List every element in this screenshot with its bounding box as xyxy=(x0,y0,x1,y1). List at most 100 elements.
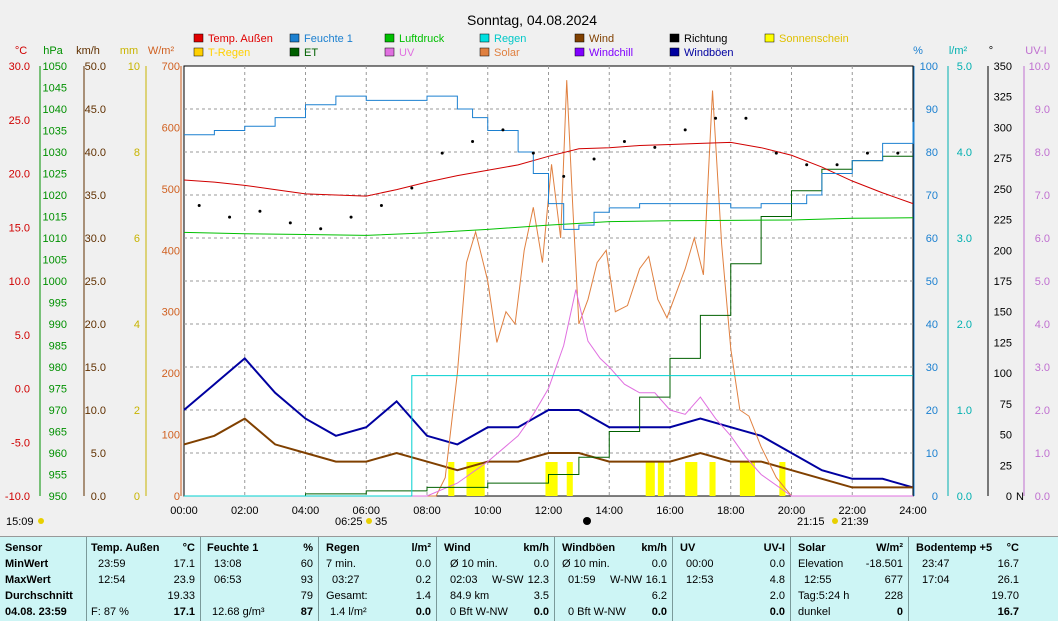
axis-pressure-tick-3: 1035 xyxy=(43,126,67,138)
col-uv: UV UV-I 00:00 0.0 12:53 4.8 2.0 0.0 xyxy=(672,537,790,621)
sunshine-block-4 xyxy=(645,462,655,496)
sunrise-time: 06:25 xyxy=(335,516,363,528)
axis-pressure-tick-6: 1020 xyxy=(43,190,67,202)
x-tick-12: 24:00 xyxy=(899,505,927,517)
boden-min-value: 16.7 xyxy=(997,558,1019,570)
axis-wind-tick-7: 15.0 xyxy=(85,362,106,374)
axis-humidity-tick-7: 30 xyxy=(926,362,938,374)
axis-uv-tick-3: 7.0 xyxy=(1035,190,1050,202)
direction-point-9 xyxy=(471,140,475,144)
solar-max-time: 12:55 xyxy=(804,574,832,586)
axis-solar-unit: W/m² xyxy=(148,45,175,57)
feuchte-min-time: 13:08 xyxy=(214,558,242,570)
axis-wind-tick-3: 35.0 xyxy=(85,190,106,202)
series-gusts xyxy=(183,357,914,489)
legend-swatch-12 xyxy=(669,47,680,57)
axis-temp-unit: °C xyxy=(15,45,27,57)
gusts-current-value: 0.0 xyxy=(651,606,667,618)
axis-humidity-tick-9: 10 xyxy=(926,448,938,460)
direction-point-6 xyxy=(379,203,383,207)
weather-chart: Sonntag, 04.08.2024 Temp. Außen Feuchte 1… xyxy=(4,12,1050,528)
col-sensor: Sensor MinWert MaxWert Durchschnitt 04.0… xyxy=(0,537,86,621)
regen-row3-label: Gesamt: xyxy=(326,590,368,602)
axis-pressure-tick-9: 1005 xyxy=(43,255,67,267)
axis-uv-tick-0: 10.0 xyxy=(1029,61,1050,73)
axis-pressure-tick-16: 970 xyxy=(49,405,67,417)
axis-humidity-tick-3: 70 xyxy=(926,190,938,202)
x-tick-7: 14:00 xyxy=(595,505,623,517)
sunrise-minutes: 35 xyxy=(375,516,387,528)
solar-day-label: Tag:5:24 h xyxy=(798,590,850,602)
col-feuchte: Feuchte 1 % 13:08 60 06:53 93 79 12.68 g… xyxy=(200,537,318,621)
legend-label-5: Richtung xyxy=(684,33,727,45)
boden-unit: °C xyxy=(1006,542,1019,554)
direction-point-0 xyxy=(197,203,201,207)
axis-temp-tick-8: -10.0 xyxy=(5,491,30,503)
wind-unit: km/h xyxy=(523,542,549,554)
legend-swatch-8 xyxy=(289,47,300,57)
legend-label-11: Windchill xyxy=(589,47,633,59)
solar-current-label: dunkel xyxy=(798,606,831,618)
temp-min-value: 17.1 xyxy=(173,558,195,570)
solar-avg: 228 xyxy=(884,590,903,602)
legend-label-4: Wind xyxy=(589,33,614,45)
axis-pressure-tick-17: 965 xyxy=(49,427,67,439)
legend-swatch-10 xyxy=(479,47,490,57)
axis-pressure-tick-14: 980 xyxy=(49,362,67,374)
axis-uv-tick-7: 3.0 xyxy=(1035,362,1050,374)
axis-uv-tick-10: 0.0 xyxy=(1035,491,1050,503)
feuchte-min-value: 60 xyxy=(300,558,313,570)
series-solar xyxy=(184,80,913,497)
feuchte-avg: 79 xyxy=(300,590,313,602)
axis-humidity-tick-4: 60 xyxy=(926,233,938,245)
axis-et-tick-0: 10 xyxy=(128,61,140,73)
axis-temp-tick-3: 15.0 xyxy=(9,222,30,234)
axis-wind-tick-0: 50.0 xyxy=(85,61,106,73)
axis-temp-tick-7: -5.0 xyxy=(11,437,30,449)
boden-max-time: 17:04 xyxy=(922,574,950,586)
series-pressure xyxy=(183,217,914,236)
temp-max-time: 12:54 xyxy=(98,574,126,586)
x-tick-5: 10:00 xyxy=(474,505,502,517)
axis-temp-tick-4: 10.0 xyxy=(9,276,30,288)
wind-current-value: 0.0 xyxy=(533,606,549,618)
gusts-max-value: 16.1 xyxy=(645,574,667,586)
uv-min-time: 00:00 xyxy=(686,558,714,570)
direction-point-10 xyxy=(501,128,505,132)
axis-wind-tick-8: 10.0 xyxy=(85,405,106,417)
legend-label-7: T-Regen xyxy=(208,47,250,59)
axis-rain-tick-4: 1.0 xyxy=(957,405,972,417)
axis-direction-tick-10: 100 xyxy=(994,368,1012,380)
axis-temp-tick-5: 5.0 xyxy=(15,330,30,342)
x-tick-1: 02:00 xyxy=(231,505,259,517)
axis-pressure-tick-20: 950 xyxy=(49,491,67,503)
boden-current-value: 16.7 xyxy=(997,606,1019,618)
axis-pressure-tick-8: 1010 xyxy=(43,233,67,245)
x-tick-3: 06:00 xyxy=(352,505,380,517)
gusts-row1-label: Ø 10 min. xyxy=(562,558,610,570)
axis-rain-tick-2: 3.0 xyxy=(957,233,972,245)
direction-point-19 xyxy=(774,151,778,155)
statistics-table: Sensor MinWert MaxWert Durchschnitt 04.0… xyxy=(0,536,1058,621)
axis-uv-unit: UV-I xyxy=(1025,45,1046,57)
x-tick-10: 20:00 xyxy=(778,505,806,517)
axis-direction-tick-2: 300 xyxy=(994,122,1012,134)
axis-pressure-tick-4: 1030 xyxy=(43,147,67,159)
axis-temp-tick-0: 30.0 xyxy=(9,61,30,73)
feuchte-current-value: 87 xyxy=(300,606,313,618)
regen-row2-value: 0.2 xyxy=(415,574,431,586)
legend-swatch-3 xyxy=(479,33,490,43)
direction-point-16 xyxy=(683,128,687,132)
axis-temp-tick-6: 0.0 xyxy=(15,384,30,396)
series-rain xyxy=(184,375,913,497)
sunset-time: 21:15 xyxy=(797,516,825,528)
boden-max-value: 26.1 xyxy=(997,574,1019,586)
x-tick-6: 12:00 xyxy=(535,505,563,517)
axis-solar-tick-2: 500 xyxy=(162,184,180,196)
regen-current-label: 1.4 l/m² xyxy=(330,606,367,618)
axis-direction-tick-3: 275 xyxy=(994,153,1012,165)
wind-current-label: 0 Bft W-NW xyxy=(450,606,508,618)
row-label-max: MaxWert xyxy=(5,574,51,586)
axis-et-tick-3: 4 xyxy=(134,319,140,331)
axis-direction-tick-8: 150 xyxy=(994,307,1012,319)
